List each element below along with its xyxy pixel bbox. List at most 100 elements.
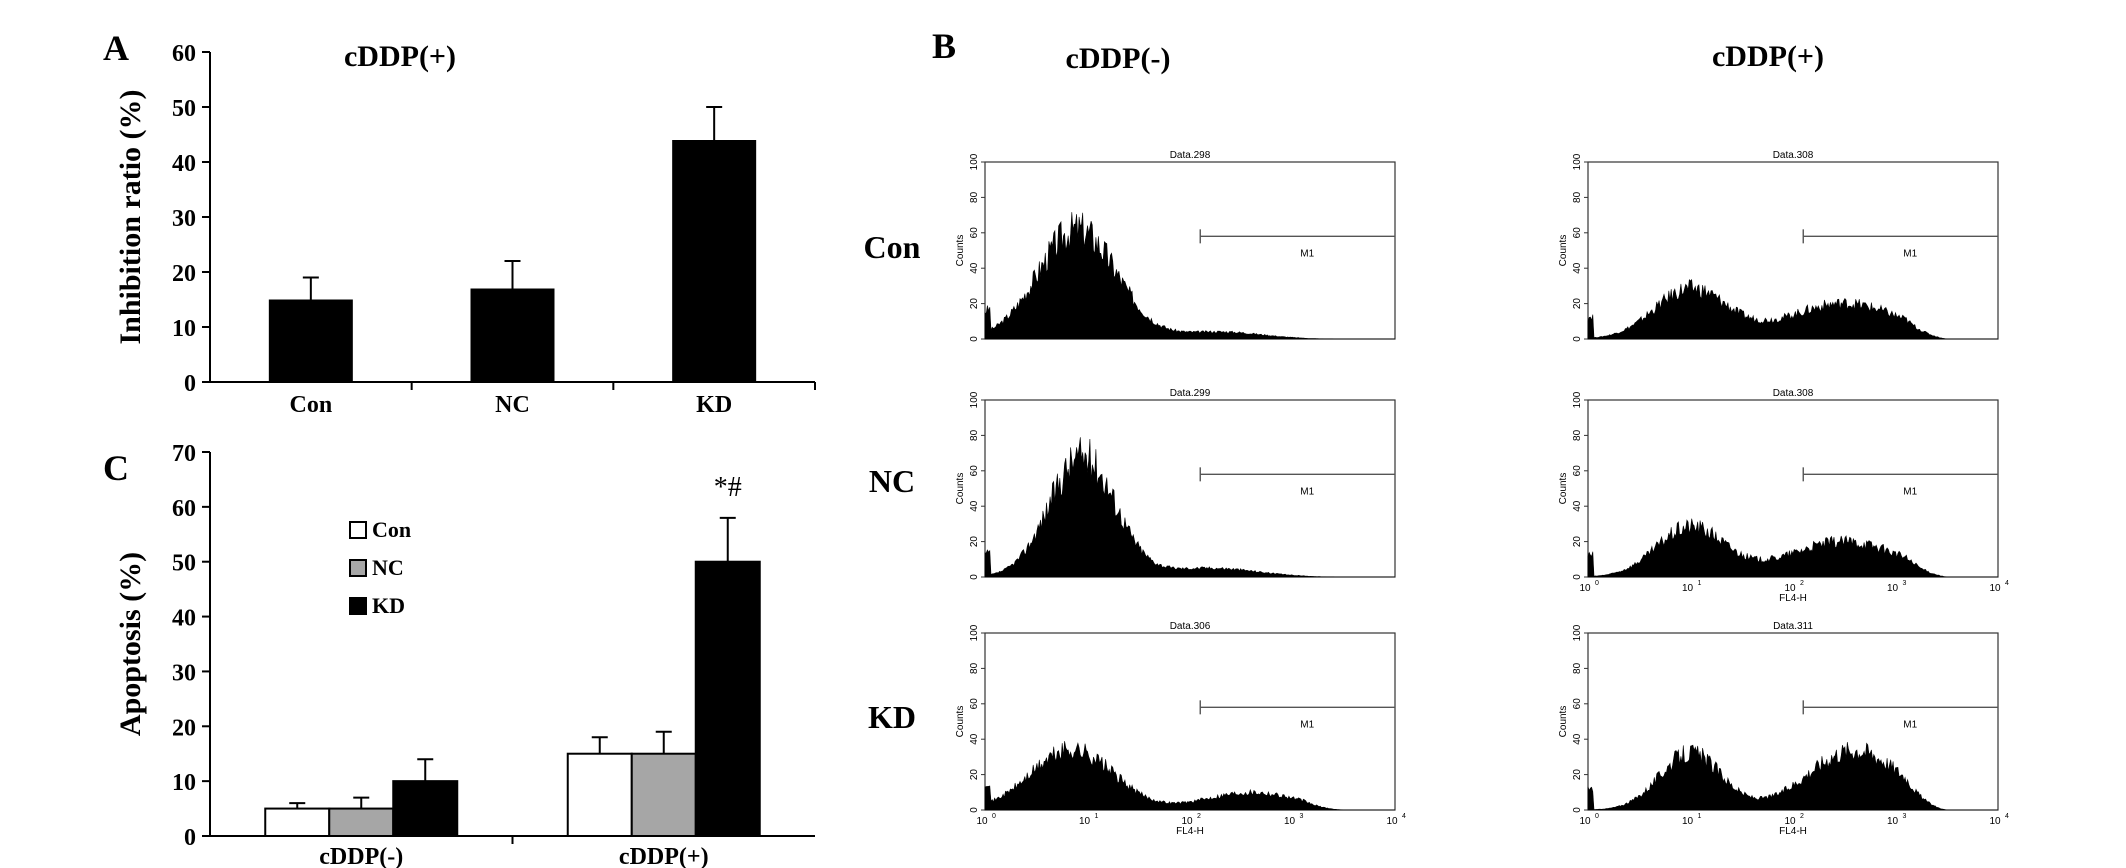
histogram-frame bbox=[1587, 399, 1999, 578]
y-tick-label: 40 bbox=[172, 606, 196, 632]
panel-c-chart: 0 10 20 30 40 50 60 70 Apoptosis (%) cDDP(-) *# cDD… bbox=[114, 441, 815, 868]
x-tick-exponent: 1 bbox=[1698, 580, 1702, 587]
x-tick-exponent: 3 bbox=[1903, 580, 1907, 587]
row-label: KD bbox=[868, 699, 916, 735]
histogram-title: Data.298 bbox=[1170, 150, 1211, 161]
x-tick-label: 10 bbox=[1079, 816, 1091, 827]
y-tick-label: 60 bbox=[1572, 227, 1583, 239]
bar-nc bbox=[470, 288, 555, 382]
x-tick-label: 10 bbox=[1579, 816, 1591, 827]
gate-label: M1 bbox=[1300, 486, 1314, 497]
y-tick-label: 10 bbox=[172, 770, 196, 796]
y-tick-label: 0 bbox=[1572, 807, 1583, 813]
significance-annotation: *# bbox=[714, 472, 742, 503]
y-tick-label: 0 bbox=[969, 574, 980, 580]
row-label: Con bbox=[864, 229, 921, 265]
y-tick-label: 0 bbox=[1572, 336, 1583, 342]
x-tick-label: cDDP(+) bbox=[619, 844, 709, 868]
y-tick-label: 80 bbox=[1572, 191, 1583, 203]
bar-con bbox=[566, 752, 633, 838]
x-tick-exponent: 2 bbox=[1197, 813, 1201, 820]
gate-label: M1 bbox=[1903, 486, 1917, 497]
x-tick-label: 10 bbox=[1784, 816, 1796, 827]
bar-nc bbox=[630, 752, 697, 838]
y-tick-label: 20 bbox=[172, 715, 196, 741]
x-tick-exponent: 3 bbox=[1300, 813, 1304, 820]
y-tick-label: 40 bbox=[969, 262, 980, 274]
y-tick-label: 40 bbox=[1572, 262, 1583, 274]
y-tick-label: 20 bbox=[1572, 536, 1583, 548]
panel-b-histograms: cDDP(-) cDDP(+)ConNCKDData.29802040608010… bbox=[864, 40, 2009, 837]
y-axis-label: Counts bbox=[955, 706, 966, 738]
x-tick-label: 10 bbox=[976, 816, 988, 827]
y-tick-label: 50 bbox=[172, 551, 196, 577]
y-tick-label: 40 bbox=[969, 733, 980, 745]
y-tick-label: 60 bbox=[969, 465, 980, 477]
y-axis-label: Counts bbox=[1558, 473, 1569, 505]
bar-kd bbox=[694, 560, 761, 837]
legend-label: NC bbox=[372, 555, 404, 580]
x-tick-exponent: 1 bbox=[1095, 813, 1099, 820]
row-label: NC bbox=[869, 463, 915, 499]
x-tick-exponent: 0 bbox=[992, 813, 996, 820]
x-tick-exponent: 0 bbox=[1595, 813, 1599, 820]
legend-label: Con bbox=[372, 517, 411, 542]
panel-letter-c: C bbox=[103, 448, 129, 488]
panel-letter-a: A bbox=[103, 28, 129, 68]
y-tick-label: 40 bbox=[969, 500, 980, 512]
histogram-area bbox=[984, 212, 1395, 340]
histogram-title: Data.299 bbox=[1170, 388, 1211, 399]
y-tick-label: 20 bbox=[969, 769, 980, 781]
y-tick-label: 100 bbox=[1572, 391, 1583, 408]
y-tick-label: 10 bbox=[172, 316, 196, 342]
legend-swatch bbox=[349, 559, 367, 577]
y-tick-label: 80 bbox=[1572, 662, 1583, 674]
x-tick-label: 10 bbox=[1386, 816, 1398, 827]
x-axis-label: FL4-H bbox=[1779, 593, 1807, 604]
x-tick-label: cDDP(-) bbox=[319, 844, 403, 868]
histogram-title: Data.308 bbox=[1773, 388, 1814, 399]
column-title: cDDP(-) bbox=[1066, 42, 1171, 75]
y-tick-label: 0 bbox=[184, 825, 196, 851]
x-tick-label: 10 bbox=[1989, 816, 2001, 827]
x-tick-exponent: 1 bbox=[1698, 813, 1702, 820]
y-tick-label: 50 bbox=[172, 96, 196, 122]
y-tick-label: 40 bbox=[172, 151, 196, 177]
y-tick-label: 0 bbox=[1572, 574, 1583, 580]
y-tick-label: 20 bbox=[172, 261, 196, 287]
bar-con bbox=[268, 299, 353, 382]
y-tick-label: 60 bbox=[1572, 698, 1583, 710]
x-tick-label: 10 bbox=[1887, 583, 1899, 594]
x-tick-exponent: 2 bbox=[1800, 580, 1804, 587]
y-tick-label: 100 bbox=[969, 391, 980, 408]
y-tick-label: 30 bbox=[172, 660, 196, 686]
x-tick-label: KD bbox=[696, 392, 732, 418]
histogram-area bbox=[1587, 279, 1998, 340]
y-tick-label: 0 bbox=[184, 371, 196, 397]
x-tick-label: 10 bbox=[1682, 816, 1694, 827]
gate-label: M1 bbox=[1300, 248, 1314, 259]
x-tick-exponent: 3 bbox=[1903, 813, 1907, 820]
chart-title: cDDP(+) bbox=[344, 40, 456, 73]
x-tick-label: 10 bbox=[1989, 583, 2001, 594]
y-axis-label: Counts bbox=[955, 235, 966, 267]
y-tick-label: 60 bbox=[172, 496, 196, 522]
y-tick-label: 80 bbox=[969, 662, 980, 674]
y-tick-label: 100 bbox=[969, 624, 980, 641]
x-tick-exponent: 4 bbox=[2005, 580, 2009, 587]
x-tick-exponent: 0 bbox=[1595, 580, 1599, 587]
y-tick-label: 60 bbox=[172, 41, 196, 67]
histogram-frame bbox=[1587, 161, 1999, 340]
y-axis-label: Counts bbox=[1558, 235, 1569, 267]
gate-label: M1 bbox=[1903, 719, 1917, 730]
y-axis-label: Inhibition ratio (%) bbox=[114, 89, 147, 344]
y-tick-label: 60 bbox=[969, 227, 980, 239]
y-tick-label: 80 bbox=[969, 191, 980, 203]
y-tick-label: 40 bbox=[1572, 500, 1583, 512]
histogram-title: Data.308 bbox=[1773, 150, 1814, 161]
y-axis-label: Counts bbox=[1558, 706, 1569, 738]
x-tick-label: 10 bbox=[1579, 583, 1591, 594]
x-tick-label: Con bbox=[289, 392, 332, 418]
gate-label: M1 bbox=[1300, 719, 1314, 730]
y-tick-label: 80 bbox=[969, 429, 980, 441]
